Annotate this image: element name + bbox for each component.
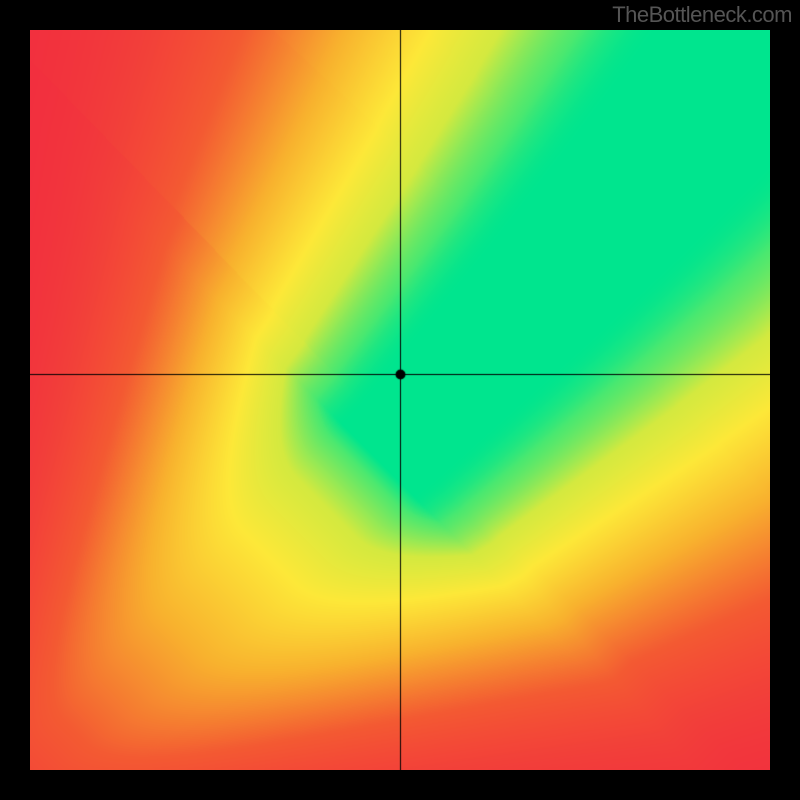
heatmap-canvas: [30, 30, 770, 770]
plot-area: [30, 30, 770, 770]
chart-container: TheBottleneck.com: [0, 0, 800, 800]
watermark-text: TheBottleneck.com: [612, 2, 792, 28]
